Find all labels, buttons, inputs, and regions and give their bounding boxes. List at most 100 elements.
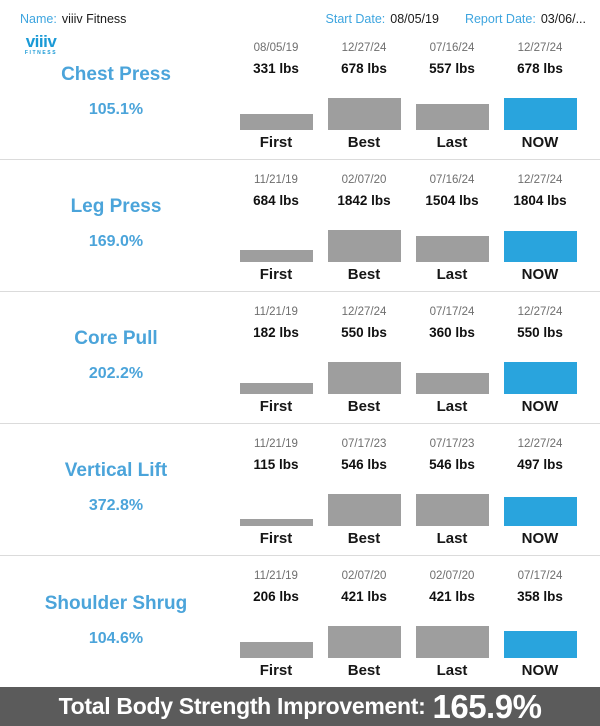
measurement-category-label: First	[259, 530, 293, 547]
measurement-cell: 07/17/23 546 lbs Best	[320, 438, 408, 555]
measurement-date: 11/21/19	[254, 570, 298, 582]
measurement-date: 11/21/19	[254, 438, 298, 450]
measurement-date: 07/16/24	[429, 42, 475, 54]
measurement-cell: 08/05/19 331 lbs First	[232, 42, 320, 159]
measurement-bar	[239, 383, 313, 394]
start-date-value: 08/05/19	[390, 12, 439, 26]
measurement-weight: 358 lbs	[517, 589, 563, 604]
measurement-weight: 360 lbs	[429, 325, 475, 340]
exercise-row: Chest Press 105.1% 08/05/19 331 lbs Firs…	[0, 38, 600, 160]
logo-wordmark: viiiv	[25, 32, 57, 51]
measurement-date: 12/27/24	[517, 42, 563, 54]
measurement-cell: 07/17/23 546 lbs Last	[408, 438, 496, 555]
measurement-bar	[327, 230, 401, 262]
logo-subtext: FITNESS	[24, 50, 58, 56]
total-improvement-label: Total Body Strength Improvement:	[58, 693, 426, 719]
bar-track	[415, 341, 489, 394]
measurement-cell: 11/21/19 115 lbs First	[232, 438, 320, 555]
exercise-summary: Shoulder Shrug 104.6%	[0, 570, 232, 688]
measurement-weight: 115 lbs	[253, 457, 299, 472]
bar-track	[503, 77, 577, 130]
bar-track	[415, 77, 489, 130]
measurement-date: 02/07/20	[429, 570, 475, 582]
bar-track	[415, 209, 489, 262]
measurement-weight: 331 lbs	[253, 61, 299, 76]
measurement-date: 11/21/19	[254, 174, 298, 186]
total-improvement-value: 165.9%	[432, 687, 542, 725]
measurement-cell: 11/21/19 206 lbs First	[232, 570, 320, 688]
exercise-improvement-percent: 202.2%	[88, 365, 144, 382]
measurement-bar	[415, 494, 489, 526]
measurement-date: 07/17/24	[517, 570, 563, 582]
bar-track	[327, 209, 401, 262]
measurement-weight: 1842 lbs	[337, 193, 391, 208]
measurement-cell: 12/27/24 550 lbs Best	[320, 306, 408, 423]
name-label: Name:	[20, 12, 57, 26]
measurement-cell: 07/16/24 1504 lbs Last	[408, 174, 496, 291]
measurement-weight: 497 lbs	[517, 457, 563, 472]
measurement-cell: 12/27/24 550 lbs NOW	[496, 306, 584, 423]
report-date-label: Report Date:	[464, 12, 536, 26]
exercise-row: Core Pull 202.2% 11/21/19 182 lbs First …	[0, 292, 600, 424]
measurement-category-label: Last	[436, 530, 468, 547]
measurement-cell: 07/17/24 360 lbs Last	[408, 306, 496, 423]
measurement-category-label: NOW	[521, 662, 559, 679]
measurement-date: 02/07/20	[341, 570, 387, 582]
measurement-weight: 206 lbs	[253, 589, 299, 604]
measurement-weight: 678 lbs	[341, 61, 387, 76]
exercise-row: Vertical Lift 372.8% 11/21/19 115 lbs Fi…	[0, 424, 600, 556]
measurement-weight: 1504 lbs	[425, 193, 479, 208]
measurement-category-label: First	[259, 134, 293, 151]
exercise-bar-chart: 11/21/19 206 lbs First 02/07/20 421 lbs …	[232, 570, 584, 688]
measurement-weight: 546 lbs	[341, 457, 387, 472]
measurement-cell: 07/16/24 557 lbs Last	[408, 42, 496, 159]
measurement-category-label: NOW	[521, 266, 559, 283]
measurement-date: 02/07/20	[341, 174, 387, 186]
exercise-improvement-percent: 169.0%	[88, 233, 144, 250]
exercise-bar-chart: 11/21/19 182 lbs First 12/27/24 550 lbs …	[232, 306, 584, 423]
measurement-category-label: Best	[347, 530, 381, 547]
measurement-date: 07/17/23	[341, 438, 387, 450]
bar-track	[327, 605, 401, 658]
measurement-bar	[503, 231, 577, 262]
header-dates: Start Date: 08/05/19 Report Date: 03/06/..…	[326, 12, 590, 26]
measurement-category-label: NOW	[521, 398, 559, 415]
measurement-weight: 1804 lbs	[513, 193, 567, 208]
measurement-weight: 557 lbs	[429, 61, 475, 76]
exercise-name: Chest Press	[61, 64, 171, 85]
measurement-bar	[415, 104, 489, 130]
measurement-weight: 182 lbs	[253, 325, 299, 340]
bar-track	[327, 473, 401, 526]
bar-track	[415, 605, 489, 658]
measurement-category-label: Last	[436, 662, 468, 679]
measurement-cell: 12/27/24 678 lbs NOW	[496, 42, 584, 159]
exercise-name: Shoulder Shrug	[44, 592, 188, 614]
measurement-cell: 02/07/20 421 lbs Last	[408, 570, 496, 688]
measurement-date: 12/27/24	[517, 438, 563, 450]
bar-track	[327, 341, 401, 394]
measurement-date: 12/27/24	[517, 306, 563, 318]
measurement-bar	[415, 236, 489, 262]
bar-track	[239, 77, 313, 130]
bar-track	[503, 605, 577, 658]
exercise-bar-chart: 11/21/19 684 lbs First 02/07/20 1842 lbs…	[232, 174, 584, 291]
measurement-weight: 550 lbs	[517, 325, 563, 340]
measurement-cell: 02/07/20 1842 lbs Best	[320, 174, 408, 291]
viiiv-fitness-logo: viiiv FITNESS	[18, 33, 64, 56]
measurement-bar	[239, 114, 313, 130]
measurement-bar	[415, 373, 489, 394]
exercise-name: Core Pull	[74, 328, 158, 349]
start-date: Start Date: 08/05/19	[326, 12, 439, 26]
measurement-bar	[327, 494, 401, 526]
measurement-weight: 421 lbs	[429, 589, 475, 604]
measurement-category-label: NOW	[521, 134, 559, 151]
measurement-cell: 11/21/19 684 lbs First	[232, 174, 320, 291]
bar-track	[327, 77, 401, 130]
measurement-cell: 11/21/19 182 lbs First	[232, 306, 320, 423]
measurement-date: 12/27/24	[341, 42, 387, 54]
measurement-category-label: First	[259, 398, 293, 415]
exercise-name: Vertical Lift	[64, 460, 168, 481]
bar-track	[239, 209, 313, 262]
bar-track	[239, 341, 313, 394]
